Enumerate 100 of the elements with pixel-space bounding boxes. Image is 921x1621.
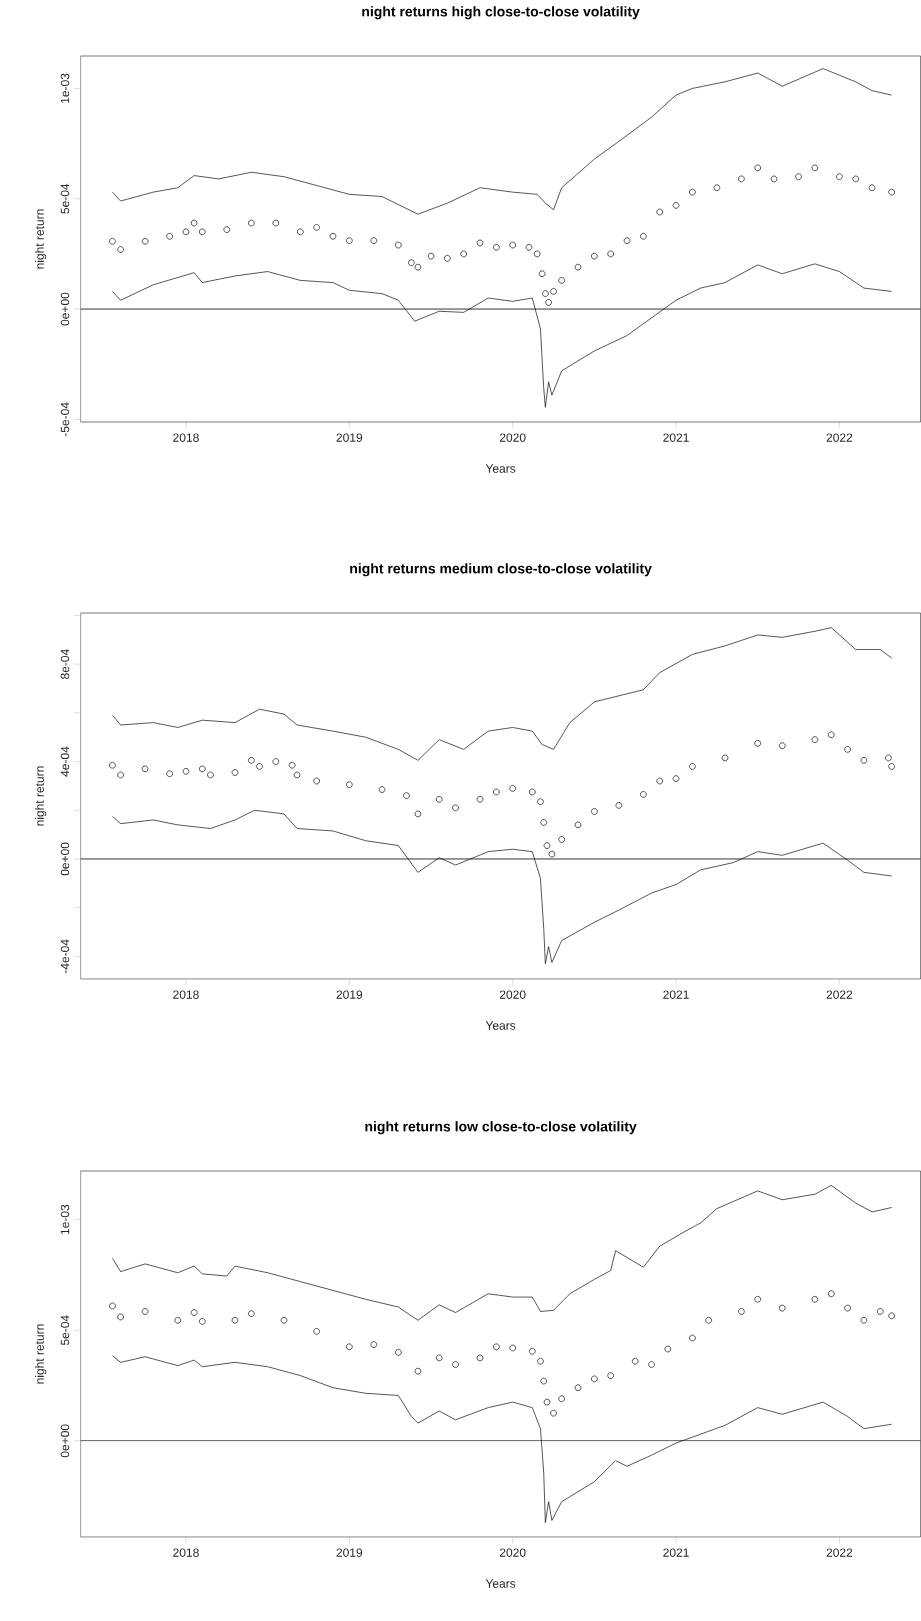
y-tick-label: 1e-03 <box>60 73 70 103</box>
point <box>199 1318 206 1325</box>
point <box>346 237 353 244</box>
point <box>414 810 422 818</box>
point <box>827 731 835 739</box>
chart-title: night returns high close-to-close volatility <box>362 6 640 20</box>
y-tick-label: -5e-04 <box>60 402 70 437</box>
point <box>182 768 190 775</box>
y-tick-label: 5e-04 <box>60 1315 70 1346</box>
point <box>548 850 556 858</box>
y-tick-label: 0e+00 <box>60 842 70 876</box>
point <box>182 228 190 236</box>
x-tick-label: 2020 <box>499 990 526 999</box>
point <box>623 237 631 244</box>
point <box>574 1384 582 1392</box>
point <box>640 791 647 798</box>
point <box>493 1343 500 1351</box>
line-series <box>112 627 893 761</box>
point <box>109 761 116 769</box>
point <box>313 224 320 231</box>
point <box>876 1308 884 1315</box>
point <box>591 808 598 815</box>
point <box>509 785 516 792</box>
point <box>329 232 337 240</box>
point <box>672 202 680 209</box>
point <box>313 1328 320 1335</box>
point <box>256 763 263 770</box>
point <box>297 228 304 236</box>
point <box>860 757 868 764</box>
point <box>414 1367 422 1375</box>
chart-title: night returns medium close-to-close volatility <box>350 563 652 577</box>
x-axis-title: Years <box>485 1579 516 1588</box>
point <box>346 1343 353 1351</box>
point <box>288 761 296 769</box>
point <box>199 228 206 236</box>
x-tick-label: 2021 <box>663 1548 689 1557</box>
point <box>811 736 819 743</box>
point <box>403 792 410 799</box>
point <box>689 763 696 770</box>
point <box>648 1361 655 1368</box>
point <box>370 1341 378 1348</box>
point <box>827 1290 835 1298</box>
chart-title: night returns low close-to-close volatility <box>365 1121 637 1135</box>
point <box>852 175 860 183</box>
point <box>313 777 320 785</box>
point <box>631 1357 639 1365</box>
point <box>844 1304 851 1312</box>
x-tick-label: 2019 <box>336 1548 363 1557</box>
point <box>754 740 761 747</box>
point <box>395 241 402 249</box>
point <box>509 241 516 249</box>
x-tick-label: 2018 <box>173 990 199 999</box>
point <box>378 786 386 793</box>
point <box>444 255 451 262</box>
point <box>174 1317 182 1324</box>
x-tick-label: 2021 <box>663 433 689 442</box>
point <box>778 742 786 749</box>
point <box>558 836 565 843</box>
y-tick-label: 4e-04 <box>60 746 70 777</box>
point <box>141 1308 149 1315</box>
point <box>738 1308 745 1315</box>
point <box>408 259 415 266</box>
point <box>713 184 721 191</box>
point <box>844 746 851 753</box>
y-axis-title: night return <box>35 766 47 826</box>
point <box>166 770 173 778</box>
point <box>656 777 663 785</box>
point <box>223 226 231 233</box>
point <box>141 238 149 245</box>
point <box>689 1334 696 1342</box>
point <box>795 173 802 180</box>
point <box>435 1354 443 1362</box>
point <box>888 188 895 196</box>
point <box>427 252 435 260</box>
point <box>293 771 301 779</box>
y-axis-title: night return <box>35 1324 47 1384</box>
point <box>529 1347 536 1355</box>
y-tick-label: 1e-03 <box>60 1204 70 1235</box>
x-tick-label: 2022 <box>826 1548 853 1557</box>
point <box>543 842 551 849</box>
point <box>109 1302 116 1310</box>
point <box>607 1372 614 1379</box>
point <box>868 184 876 191</box>
x-tick-label: 2019 <box>336 433 363 442</box>
point <box>435 796 443 803</box>
point <box>117 1313 124 1321</box>
point <box>476 1354 484 1362</box>
point <box>540 819 547 826</box>
point <box>109 238 116 245</box>
point <box>248 757 255 764</box>
point <box>860 1317 868 1324</box>
y-tick-label: 5e-04 <box>60 183 70 214</box>
point <box>591 1375 598 1383</box>
point <box>888 763 895 770</box>
point <box>207 771 214 779</box>
x-tick-label: 2022 <box>826 990 853 999</box>
point <box>558 1395 565 1403</box>
x-tick-label: 2020 <box>499 1548 526 1557</box>
point <box>493 244 500 251</box>
y-tick-label: 8e-04 <box>60 649 70 679</box>
